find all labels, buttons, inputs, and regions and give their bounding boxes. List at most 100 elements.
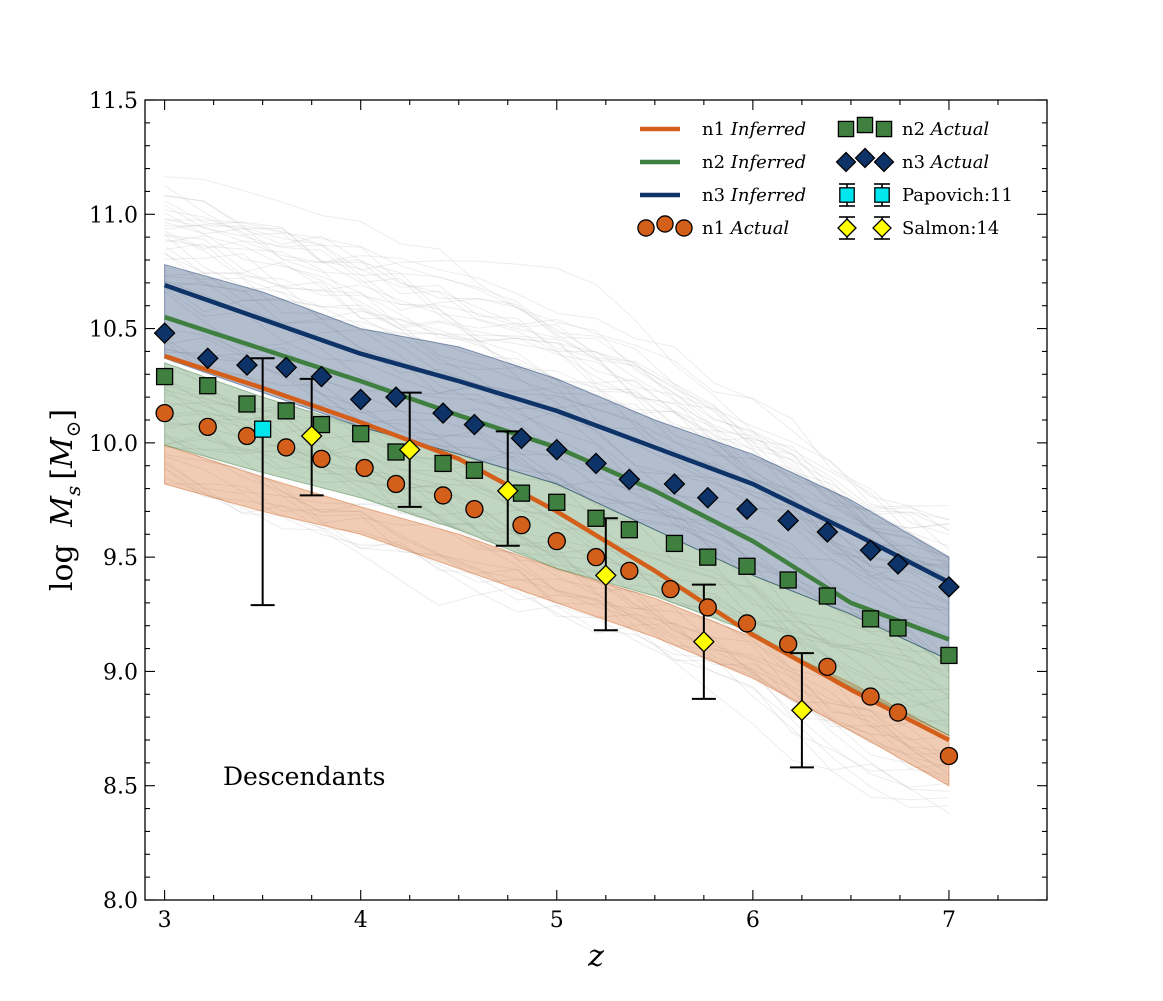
background-track [164, 384, 950, 696]
y-tick-label: 8.5 [103, 775, 138, 800]
n1-actual-point [155, 403, 174, 423]
y-tick-label: 8.0 [103, 889, 138, 914]
legend-marker-swatch [874, 187, 890, 203]
n3-actual-point [938, 575, 960, 598]
legend-marker-swatch [872, 218, 892, 238]
background-track [164, 204, 950, 572]
n3-actual-point [432, 402, 454, 425]
legend-item-n3-inferred: n3 Inferred [640, 185, 806, 206]
background-track [164, 422, 950, 809]
background-track [164, 354, 950, 672]
x-tick-label: 6 [746, 908, 760, 933]
background-track [164, 337, 950, 668]
n1-actual-point [779, 634, 798, 654]
y-tick-label: 10.5 [89, 318, 138, 343]
x-tick-label: 7 [942, 908, 956, 933]
legend-marker-swatch [837, 218, 857, 238]
n3-actual-point [310, 365, 333, 388]
background-track [164, 410, 950, 728]
x-axis-title: z [587, 939, 604, 974]
background-track [164, 253, 950, 558]
legend-marker-swatch [873, 151, 895, 173]
legend-marker-swatch [854, 147, 876, 169]
n2-actual-point [738, 557, 756, 575]
background-track [164, 239, 950, 585]
y-tick-labels: 8.0 8.5 9.0 9.5 10.0 10.5 11.0 11.5 [89, 89, 138, 914]
n1-actual-point [237, 426, 257, 446]
legend-marker-swatch [675, 219, 693, 237]
legend-label: n1 Actual [702, 218, 789, 239]
n2-actual-point [548, 493, 566, 511]
legend-label: n1 Inferred [702, 119, 806, 140]
background-track [164, 460, 950, 755]
background-track [164, 245, 950, 569]
x-tick-label: 4 [354, 908, 368, 933]
background-track [164, 389, 950, 717]
n1-band [164, 444, 950, 787]
n2-actual-point [199, 377, 217, 395]
plot-frame [144, 99, 1048, 901]
background-track [164, 412, 950, 776]
n1-actual-point [888, 703, 908, 722]
background-track [164, 225, 950, 560]
n3-actual-point [618, 468, 641, 491]
n3-actual-point [816, 521, 839, 543]
background-track [164, 434, 950, 728]
background-track [164, 194, 950, 521]
background-track [164, 234, 950, 531]
n3-actual-point [545, 438, 568, 461]
n1-actual-point [277, 438, 296, 457]
n1-actual-point [586, 547, 606, 567]
background-track [164, 281, 950, 610]
background-track [164, 281, 950, 611]
background-track [164, 348, 950, 660]
background-track [164, 195, 950, 521]
n3-inferred-line [163, 283, 950, 585]
n2-actual-point [861, 610, 880, 628]
n2-actual-point [699, 548, 717, 566]
background-track [164, 253, 950, 577]
background-track [164, 438, 950, 774]
legend-item-papovich-11: Papovich:11 [839, 183, 1013, 207]
background-track [164, 291, 950, 597]
background-track [164, 200, 950, 565]
n3-actual-point [196, 347, 219, 370]
legend-item-salmon-14: Salmon:14 [837, 216, 999, 240]
n1-actual-point [386, 474, 406, 494]
papovich-11-point [254, 420, 272, 438]
n2-actual-point [277, 402, 295, 420]
n2-actual-point [940, 646, 958, 665]
background-track [164, 436, 950, 769]
y-tick-label: 11.5 [89, 89, 138, 114]
data-markers [153, 322, 960, 766]
n2-actual-point [155, 367, 174, 386]
background-track [164, 221, 950, 547]
background-track [164, 348, 950, 670]
n3-actual-point [463, 413, 486, 436]
legend-marker-swatch [875, 120, 893, 138]
legend-item-n2-inferred: n2 Inferred [640, 152, 806, 173]
background-track [164, 280, 950, 586]
legend-marker-swatch [837, 120, 855, 138]
legend-item-n2-actual: n2 Actual [837, 116, 989, 140]
n1-actual-point [433, 486, 453, 505]
legend-item-n1-inferred: n1 Inferred [640, 119, 806, 140]
y-tick-label: 10.0 [89, 432, 138, 457]
background-track [164, 272, 950, 577]
background-track [164, 235, 950, 563]
legend-marker-swatch [656, 215, 674, 233]
y-tick-label: 9.0 [103, 660, 138, 685]
n3-actual-point [236, 354, 258, 377]
background-track [164, 176, 950, 529]
n2-actual-point [620, 521, 638, 539]
y-tick-label: 9.5 [103, 546, 138, 571]
background-track [164, 455, 950, 780]
n3-actual-point [736, 498, 758, 521]
n3-actual-point [859, 539, 882, 562]
legend-label: n3 Actual [902, 152, 989, 173]
background-track [164, 366, 950, 679]
background-track [164, 433, 950, 766]
n1-actual-point [355, 458, 374, 478]
background-track [164, 400, 950, 726]
n3-actual-point [887, 553, 909, 575]
